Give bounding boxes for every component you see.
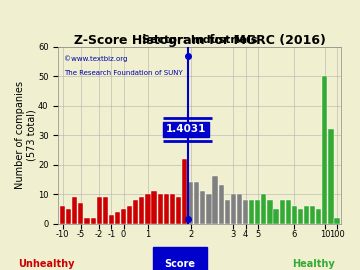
Text: ©www.textbiz.org: ©www.textbiz.org: [64, 56, 127, 62]
Bar: [274, 209, 279, 224]
Bar: [249, 200, 254, 224]
Bar: [292, 206, 297, 224]
Bar: [90, 218, 96, 224]
Bar: [96, 197, 102, 224]
Bar: [261, 194, 266, 224]
Bar: [145, 194, 150, 224]
Bar: [103, 197, 108, 224]
Bar: [152, 191, 157, 224]
Bar: [133, 200, 138, 224]
Bar: [115, 212, 120, 224]
Text: Sector: Industrials: Sector: Industrials: [142, 35, 258, 45]
Bar: [310, 206, 315, 224]
Bar: [164, 194, 169, 224]
Bar: [298, 209, 303, 224]
Bar: [322, 76, 328, 224]
Bar: [84, 218, 90, 224]
Bar: [127, 206, 132, 224]
Bar: [206, 194, 212, 224]
Bar: [328, 129, 334, 224]
Bar: [225, 200, 230, 224]
Y-axis label: Number of companies
(573 total): Number of companies (573 total): [15, 81, 37, 189]
Text: Unhealthy: Unhealthy: [19, 259, 75, 269]
Bar: [109, 215, 114, 224]
Bar: [316, 209, 321, 224]
Bar: [188, 182, 193, 224]
Bar: [176, 197, 181, 224]
Bar: [66, 209, 71, 224]
Bar: [304, 206, 309, 224]
Bar: [286, 200, 291, 224]
Bar: [194, 182, 199, 224]
Bar: [231, 194, 236, 224]
Bar: [72, 197, 77, 224]
Text: Score: Score: [165, 259, 195, 269]
Text: Healthy: Healthy: [292, 259, 334, 269]
Bar: [182, 159, 187, 224]
Bar: [158, 194, 163, 224]
Bar: [280, 200, 285, 224]
Bar: [139, 197, 144, 224]
Title: Z-Score Histogram for MGRC (2016): Z-Score Histogram for MGRC (2016): [74, 34, 326, 47]
Bar: [334, 218, 339, 224]
Bar: [243, 200, 248, 224]
Bar: [121, 209, 126, 224]
Bar: [200, 191, 206, 224]
Text: 1.4031: 1.4031: [166, 124, 206, 134]
Bar: [255, 200, 260, 224]
Bar: [170, 194, 175, 224]
Bar: [60, 206, 65, 224]
Text: The Research Foundation of SUNY: The Research Foundation of SUNY: [64, 70, 183, 76]
Bar: [219, 185, 224, 224]
Bar: [267, 200, 273, 224]
Bar: [212, 176, 218, 224]
Bar: [78, 203, 84, 224]
Bar: [237, 194, 242, 224]
